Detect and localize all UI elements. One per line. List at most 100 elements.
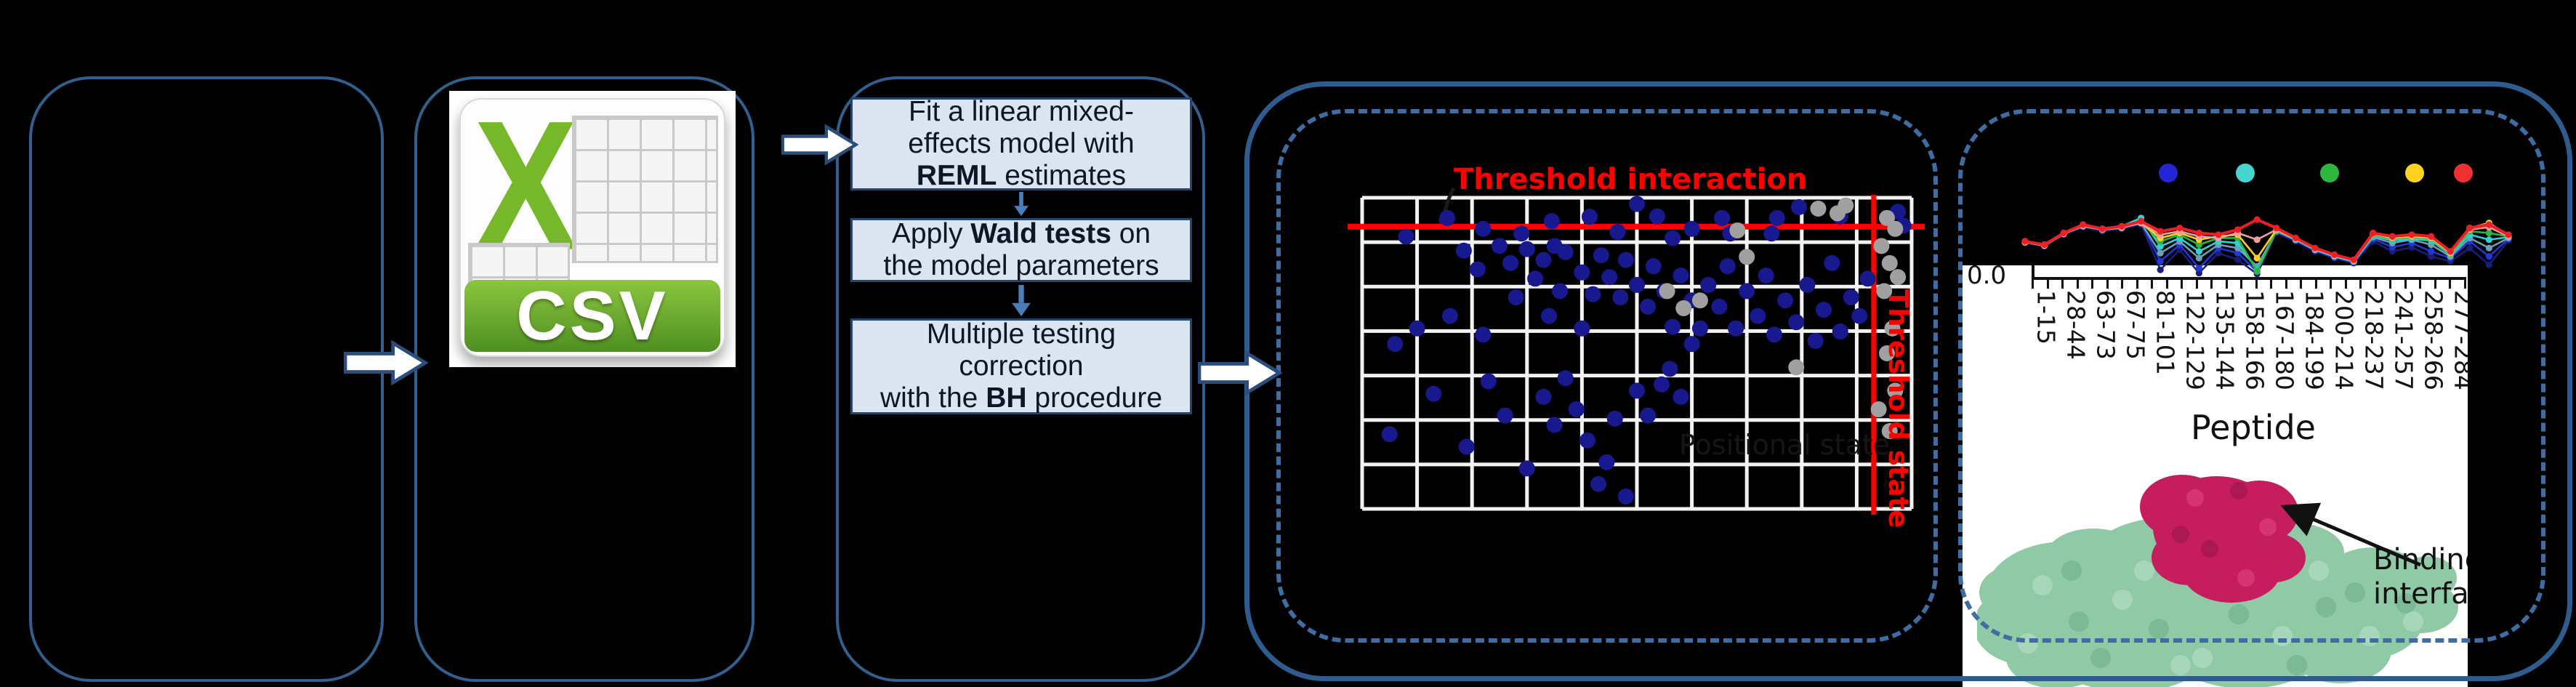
arrow-right-icon [344, 340, 428, 385]
protein-speckle [2403, 611, 2423, 632]
scatter-dot [1535, 388, 1552, 405]
legend-dot-icon [2236, 164, 2255, 182]
protein-speckle [2134, 561, 2154, 581]
scatter-dot [1629, 196, 1645, 212]
scatter-dot [1816, 302, 1832, 318]
scatter-dot [1788, 359, 1805, 376]
scatter-dot [1884, 320, 1901, 337]
line-marker [2157, 258, 2164, 265]
axis-tick [2046, 280, 2049, 289]
line-marker [2098, 225, 2106, 233]
scatter-dot [1502, 254, 1519, 271]
line-marker [2485, 261, 2492, 268]
scatter-dot [1777, 292, 1794, 309]
x-axis-tick-label: 167-180 [2270, 290, 2299, 390]
line-marker [2195, 241, 2202, 249]
scatter-dot [1629, 382, 1645, 399]
scatter-dot [1711, 298, 1728, 315]
line-marker [2253, 254, 2261, 262]
binding-region-speckle [2172, 526, 2189, 543]
scatter-dot [1617, 488, 1634, 505]
protein-blob [2399, 556, 2457, 600]
scatter-dot [1574, 320, 1590, 337]
scatter-dot [1719, 258, 1736, 275]
binding-region-blob [2140, 475, 2224, 539]
scatter-dot [1574, 264, 1590, 281]
axis-tick [2076, 280, 2079, 289]
scatter-dot [1387, 336, 1404, 353]
line-marker [2195, 248, 2202, 255]
threshold-interaction-label: Threshold interaction [1454, 163, 1808, 196]
scatter-dot [1890, 269, 1907, 286]
line-marker [2157, 266, 2164, 273]
scatter-dot [1881, 254, 1898, 271]
axis-tick [2449, 280, 2451, 289]
binding-region-speckle [2259, 518, 2277, 536]
protein-speckle [2309, 561, 2329, 581]
protein-speckle [2112, 590, 2133, 610]
axis-tick [2240, 280, 2242, 289]
scatter-dot [1729, 222, 1746, 238]
csv-banner-label: CSV [516, 276, 669, 355]
line-marker [2195, 270, 2202, 277]
x-axis-line [2032, 277, 2466, 280]
scatter-dot [1824, 254, 1840, 271]
line-marker [2080, 221, 2087, 228]
scatter-dot [1475, 326, 1492, 343]
y-axis-line [2032, 265, 2034, 280]
binding-interface-label: Binding interface [2373, 543, 2468, 611]
line-marker [2195, 229, 2202, 237]
scatter-dot [1673, 388, 1689, 405]
axis-tick [2330, 280, 2332, 289]
flow-step-line: Apply Wald tests on [891, 218, 1151, 249]
x-axis-tick-label: 241-257 [2389, 290, 2418, 390]
scatter-dot [1381, 426, 1398, 443]
legend-dot-icon [2405, 164, 2424, 182]
scatter-dot [1645, 258, 1662, 275]
binding-region-speckle [2201, 540, 2218, 558]
scatter-dot [1513, 225, 1530, 242]
scatter-dot [1543, 213, 1560, 230]
flow-step-line: with the BH procedure [880, 382, 1163, 414]
y-axis-tick-label: 0.0 [1967, 265, 2007, 290]
line-marker [2234, 226, 2242, 233]
axis-tick [2404, 280, 2407, 289]
scatter-dot [1832, 324, 1848, 340]
scatter-dot [1662, 361, 1678, 377]
spreadsheet-grid-icon [571, 116, 718, 264]
scatter-dot [1843, 289, 1859, 305]
scatter-dot [1518, 460, 1535, 477]
scatter-dot [1758, 268, 1774, 284]
scatter-dot [1700, 276, 1717, 293]
scatter-dot [1475, 220, 1492, 237]
line-marker [2060, 229, 2067, 237]
protein-speckle [2229, 604, 2249, 624]
scatter-dot [1878, 345, 1895, 361]
scatter-dot [1766, 326, 1782, 343]
binding-region-speckle [2230, 482, 2247, 499]
axis-tick [2374, 280, 2377, 289]
scatter-dot [1441, 308, 1458, 324]
axis-tick [2389, 280, 2391, 289]
protein-speckle [2345, 582, 2365, 603]
scatter-dot [1851, 308, 1868, 324]
line-marker [2138, 217, 2145, 225]
peptide-line-chart [2021, 164, 2512, 278]
scatter-dot [1518, 241, 1535, 257]
protein-speckle [2316, 597, 2336, 617]
axis-tick [2151, 280, 2153, 289]
line-marker [2253, 216, 2261, 223]
scatter-dot [1612, 289, 1629, 305]
line-marker [2234, 256, 2242, 263]
line-marker [2195, 254, 2202, 262]
line-marker [2273, 225, 2280, 232]
scatter-dot [1579, 432, 1595, 449]
arrow-down-icon [1014, 192, 1029, 217]
scatter-dot [1873, 238, 1890, 254]
line-marker [2428, 248, 2435, 255]
x-axis-tick-label: 258-266 [2419, 290, 2448, 390]
scatter-dot [1601, 269, 1618, 286]
line-marker [2215, 249, 2222, 257]
scatter-dot [1508, 289, 1524, 305]
protein-speckle [2287, 655, 2307, 675]
